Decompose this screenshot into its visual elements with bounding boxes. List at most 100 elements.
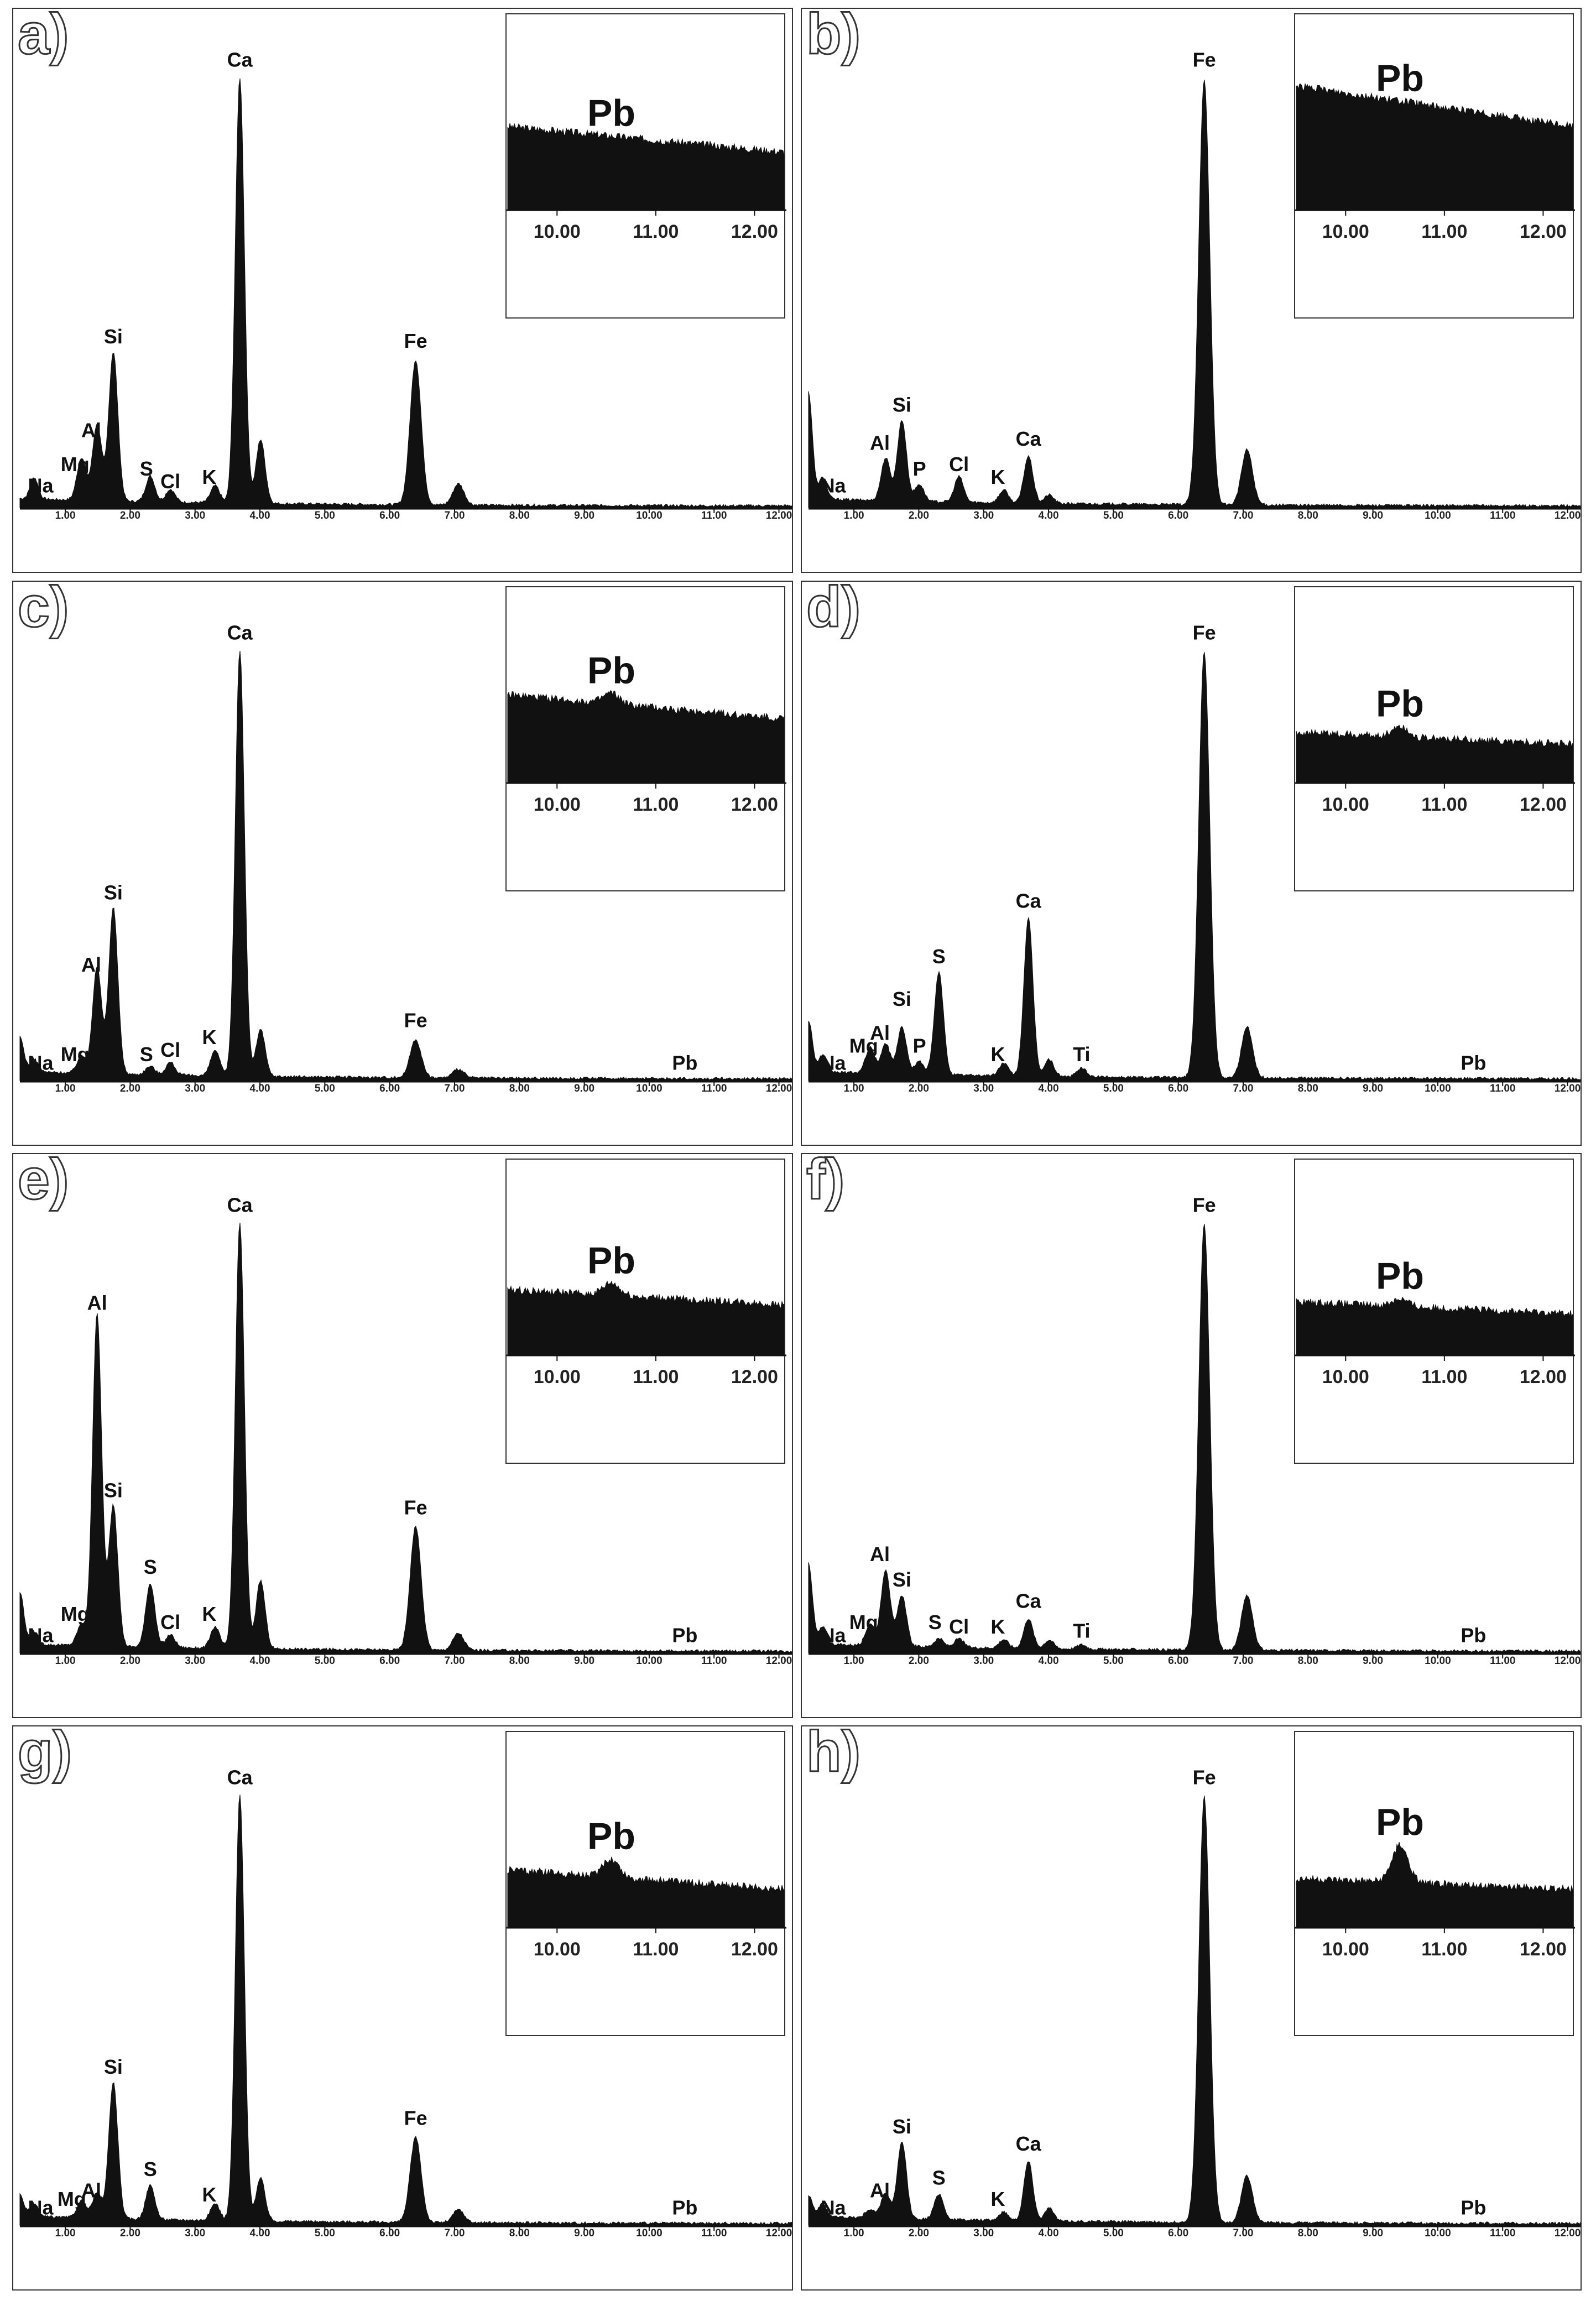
inset-tick-label: 10.00 xyxy=(534,794,581,815)
x-tick-label: 2.00 xyxy=(120,1655,140,1667)
x-tick-label: 3.00 xyxy=(185,1083,205,1094)
x-tick-label: 5.00 xyxy=(1103,1655,1124,1667)
peak-label: Na xyxy=(28,2196,54,2219)
x-tick-label: 7.00 xyxy=(1233,1655,1253,1667)
x-tick-label: 8.00 xyxy=(1298,1083,1318,1094)
x-tick-label: 12.00 xyxy=(766,1083,792,1094)
x-tick-label: 4.00 xyxy=(1039,2227,1059,2239)
peak-label: Fe xyxy=(404,1496,427,1519)
peak-label: Fe xyxy=(404,330,427,352)
peak-label: Mg xyxy=(849,1035,878,1057)
peak-label: Si xyxy=(893,988,911,1010)
pb-inset: 10.00 11.00 12.00 Pb xyxy=(505,13,786,319)
pb-inset: 10.00 11.00 12.00 Pb xyxy=(505,1159,786,1464)
spectrum-plot: 1.00 2.00 3.00 4.00 5.00 6.00 7.00 8.00 9.00 10.0… xyxy=(19,1766,792,2239)
peak-label: K xyxy=(991,2188,1005,2210)
inset-pb-label: Pb xyxy=(587,92,635,134)
peak-label: Ca xyxy=(227,622,253,644)
x-tick-label: 11.00 xyxy=(701,1655,727,1667)
peak-label: S xyxy=(932,945,946,968)
x-tick-label: 6.00 xyxy=(1168,1083,1188,1094)
inset-pb-label: Pb xyxy=(1376,682,1424,724)
peak-label: Fe xyxy=(404,1009,427,1031)
inset-tick-label: 10.00 xyxy=(1322,1366,1369,1387)
inset-curve xyxy=(1296,1841,1573,1927)
x-tick-label: 9.00 xyxy=(574,510,594,521)
peak-label: K xyxy=(991,1043,1005,1066)
inset-tick-label: 11.00 xyxy=(1421,794,1467,815)
peak-label: Al xyxy=(81,953,101,976)
peak-label: Al xyxy=(870,432,890,455)
x-tick-label: 7.00 xyxy=(444,1083,465,1094)
panel-label: e) xyxy=(17,1147,70,1212)
peak-label: Si xyxy=(893,2115,911,2138)
x-tick-label: 10.00 xyxy=(1425,1083,1451,1094)
x-tick-label: 3.00 xyxy=(973,1655,994,1667)
spectrum-plot: 1.00 2.00 3.00 4.00 5.00 6.00 7.00 8.00 9.00 10.0… xyxy=(19,622,792,1094)
x-tick-label: 9.00 xyxy=(574,1083,594,1094)
peak-label: Ti xyxy=(1073,1620,1090,1642)
x-tick-label: 9.00 xyxy=(1363,510,1383,521)
inset-pb-label: Pb xyxy=(587,1239,635,1281)
inset-plot: 10.00 11.00 12.00 Pb xyxy=(1295,682,1575,815)
inset-tick-label: 12.00 xyxy=(1520,1366,1567,1387)
spectrum-panel: 1.00 2.00 3.00 4.00 5.00 6.00 7.00 8.00 9.00 10.0… xyxy=(12,1147,793,1718)
peak-label: Al xyxy=(870,1543,890,1566)
x-tick-label: 5.00 xyxy=(1103,510,1124,521)
x-tick-label: 2.00 xyxy=(120,1083,140,1094)
x-tick-label: 11.00 xyxy=(1490,1083,1516,1094)
inset-plot: 10.00 11.00 12.00 Pb xyxy=(507,1239,786,1387)
x-tick-label: 6.00 xyxy=(1168,510,1188,521)
peak-label: Cl xyxy=(949,453,969,476)
x-tick-label: 2.00 xyxy=(909,1083,929,1094)
x-tick-label: 9.00 xyxy=(574,1655,594,1667)
inset-curve xyxy=(1296,724,1573,782)
spectrum-plot: 1.00 2.00 3.00 4.00 5.00 6.00 7.00 8.00 9.00 10.0… xyxy=(19,1194,792,1667)
x-tick-label: 7.00 xyxy=(444,510,465,521)
x-tick-label: 5.00 xyxy=(1103,1083,1124,1094)
x-tick-label: 5.00 xyxy=(1103,2227,1124,2239)
spectrum-panel: 1.00 2.00 3.00 4.00 5.00 6.00 7.00 8.00 9.00 10.0… xyxy=(12,5,793,573)
inset-pb-label: Pb xyxy=(1376,1801,1424,1843)
inset-tick-label: 12.00 xyxy=(1520,221,1567,242)
x-tick-label: 5.00 xyxy=(315,510,335,521)
peak-label: Ca xyxy=(227,49,253,71)
spectrum-curve xyxy=(19,650,792,1081)
inset-pb-label: Pb xyxy=(1376,58,1424,100)
peak-label: Na xyxy=(28,1624,54,1646)
spectrum-curve xyxy=(19,1223,792,1653)
inset-tick-label: 10.00 xyxy=(534,1366,581,1387)
peak-label: Mg xyxy=(61,453,90,476)
peak-label: Fe xyxy=(1193,49,1216,71)
peak-label: Si xyxy=(104,325,123,348)
inset-tick-label: 10.00 xyxy=(534,221,581,242)
spectrum-panel: 1.00 2.00 3.00 4.00 5.00 6.00 7.00 8.00 9.00 10.0… xyxy=(12,1723,793,2291)
peak-label: Ca xyxy=(227,1194,253,1217)
peak-label: K xyxy=(991,1615,1005,1638)
x-tick-label: 3.00 xyxy=(973,1083,994,1094)
x-tick-label: 5.00 xyxy=(315,1083,335,1094)
x-tick-label: 9.00 xyxy=(1363,1083,1383,1094)
peak-label: K xyxy=(202,466,217,488)
panel-label: b) xyxy=(805,2,861,66)
x-tick-label: 12.00 xyxy=(766,510,792,521)
peak-label: K xyxy=(202,1026,217,1048)
x-tick-label: 10.00 xyxy=(636,2227,663,2239)
x-tick-label: 3.00 xyxy=(185,2227,205,2239)
peak-label: Mg xyxy=(61,1043,90,1066)
x-tick-label: 8.00 xyxy=(1298,1655,1318,1667)
spectrum-plot: 1.00 2.00 3.00 4.00 5.00 6.00 7.00 8.00 9.00 10.0… xyxy=(808,1194,1581,1667)
panel-label: f) xyxy=(805,1147,845,1212)
inset-tick-label: 10.00 xyxy=(1322,221,1369,242)
inset-tick-label: 10.00 xyxy=(534,1939,581,1960)
peak-label: Cl xyxy=(949,1615,969,1638)
panel-label: h) xyxy=(805,1720,861,1784)
x-tick-label: 6.00 xyxy=(1168,1655,1188,1667)
peak-label: Na xyxy=(821,1624,847,1646)
x-tick-label: 6.00 xyxy=(379,1083,400,1094)
peak-label: S xyxy=(140,457,153,480)
inset-tick-label: 11.00 xyxy=(633,794,679,815)
peak-label: Mg xyxy=(58,2188,86,2210)
inset-tick-label: 10.00 xyxy=(1322,1939,1369,1960)
x-tick-label: 6.00 xyxy=(379,2227,400,2239)
